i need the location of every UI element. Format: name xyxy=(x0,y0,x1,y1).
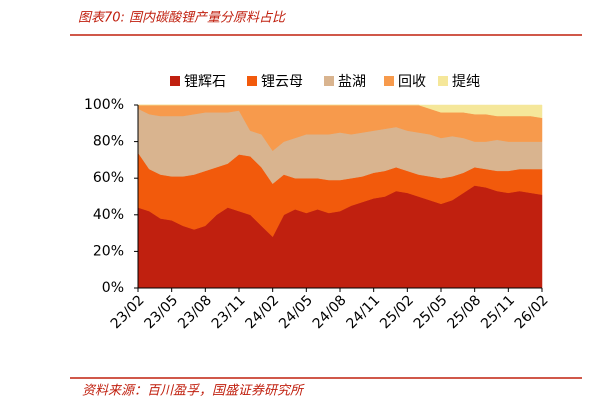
legend-label: 盐湖 xyxy=(338,74,366,90)
chart-title: 图表70: 国内碳酸锂产量分原料占比 xyxy=(78,11,286,26)
x-tick-label: 26/02 xyxy=(512,292,552,332)
x-tick-label: 24/11 xyxy=(343,292,383,332)
y-tick-label: 20% xyxy=(93,243,124,259)
x-tick-label: 24/05 xyxy=(276,292,316,332)
legend-swatch xyxy=(438,76,448,86)
x-tick-label: 25/02 xyxy=(377,292,417,332)
x-tick-label: 23/08 xyxy=(175,292,215,332)
x-tick-label: 23/05 xyxy=(141,292,181,332)
legend-label: 提纯 xyxy=(452,74,480,90)
x-tick-label: 23/02 xyxy=(108,292,148,332)
legend-label: 锂辉石 xyxy=(184,74,226,90)
x-tick-label: 25/05 xyxy=(411,292,451,332)
legend-swatch xyxy=(324,76,334,86)
x-tick-label: 24/08 xyxy=(310,292,350,332)
x-tick-label: 25/11 xyxy=(478,292,518,332)
y-tick-label: 100% xyxy=(84,97,124,113)
y-tick-label: 80% xyxy=(93,134,124,150)
area xyxy=(138,104,543,119)
legend-swatch xyxy=(384,76,394,86)
legend-label: 锂云母 xyxy=(261,74,303,90)
source-note: 资料来源：百川盈孚，国盛证券研究所 xyxy=(82,383,305,399)
legend-swatch xyxy=(247,76,257,86)
y-tick-label: 0% xyxy=(102,280,124,296)
x-tick-label: 24/02 xyxy=(242,292,282,332)
legend-swatch xyxy=(170,76,180,86)
legend-label: 回收 xyxy=(398,74,426,90)
y-tick-label: 40% xyxy=(93,207,124,223)
x-tick-label: 25/08 xyxy=(444,292,484,332)
x-tick-label: 23/11 xyxy=(209,292,249,332)
y-tick-label: 60% xyxy=(93,170,124,186)
